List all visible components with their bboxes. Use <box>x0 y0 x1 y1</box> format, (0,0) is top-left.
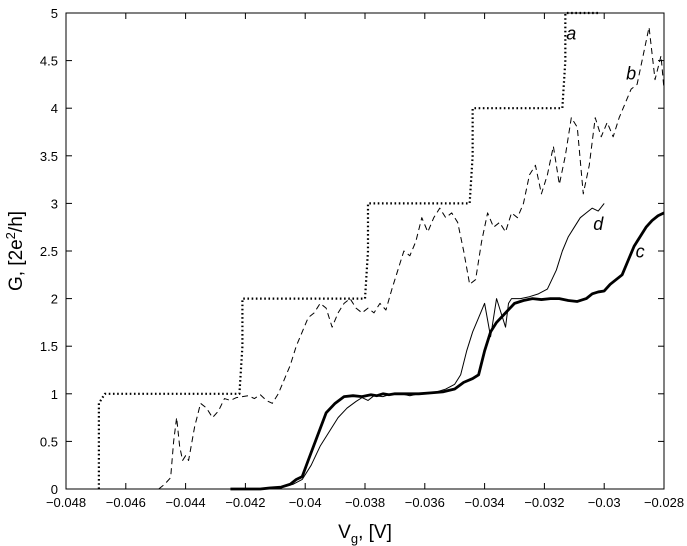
curve-label-d: d <box>593 214 604 234</box>
y-tick-label: 4 <box>51 101 58 116</box>
y-axis-label: G, [2e2/h] <box>3 211 27 291</box>
series-line-b <box>158 26 665 490</box>
curve-labels: a b c d <box>566 24 644 262</box>
y-tick-label: 3 <box>51 196 58 211</box>
x-tick-label: −0.04 <box>289 495 322 510</box>
x-axis-label-main: V <box>338 522 351 543</box>
x-tick-label: −0.044 <box>166 495 206 510</box>
y-axis-label-main: G, [2e <box>6 239 27 291</box>
x-tick-label: −0.036 <box>405 495 445 510</box>
y-axis-label-superscript: 2 <box>3 232 18 239</box>
plot-area <box>66 13 664 489</box>
ticks-layer: −0.048 −0.046 −0.044 −0.042 −0.04 −0.038 −0.03… <box>40 6 684 510</box>
y-tick-label: 5 <box>51 6 58 21</box>
series-line-d <box>260 203 605 490</box>
y-axis-label-tail: /h] <box>6 211 27 232</box>
x-axis-label-unit: , [V] <box>358 522 392 543</box>
y-tick-label: 3.5 <box>40 149 58 164</box>
x-tick-label: −0.03 <box>588 495 621 510</box>
x-axis-label: Vg, [V] <box>338 522 392 546</box>
y-tick-label: 4.5 <box>40 54 58 69</box>
y-tick-label: 0 <box>51 482 58 497</box>
x-tick-label: −0.046 <box>106 495 146 510</box>
x-tick-label: −0.034 <box>465 495 505 510</box>
curve-label-a: a <box>566 24 576 44</box>
y-tick-label: 1 <box>51 387 58 402</box>
series-line-a <box>97 11 599 489</box>
series-line-c <box>230 211 665 491</box>
y-tick-label: 1.5 <box>40 339 58 354</box>
curve-label-c: c <box>636 242 645 262</box>
x-tick-label: −0.048 <box>46 495 86 510</box>
x-tick-label: −0.038 <box>345 495 385 510</box>
x-tick-label: −0.032 <box>524 495 564 510</box>
x-tick-label: −0.042 <box>225 495 265 510</box>
x-axis-label-subscript: g <box>351 531 358 546</box>
y-tick-label: 2.5 <box>40 244 58 259</box>
y-tick-label: 2 <box>51 292 58 307</box>
curve-label-b: b <box>626 64 636 84</box>
y-tick-label: 0.5 <box>40 434 58 449</box>
x-tick-label: −0.028 <box>644 495 684 510</box>
series-layer <box>97 11 665 491</box>
